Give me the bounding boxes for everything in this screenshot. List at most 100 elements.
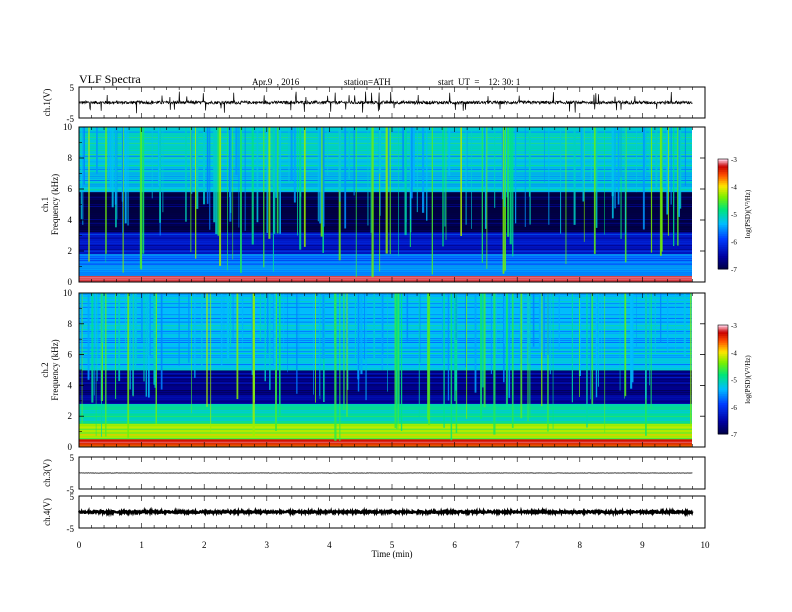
ch2-spectrogram-colorbar-cell (718, 390, 728, 393)
ch2-spectrogram-colorbar-cell (718, 354, 728, 357)
ch2-spectrogram-burst (259, 293, 261, 342)
xaxis-tick-label: 9 (640, 540, 645, 550)
ch2-spectrogram-texture-line (79, 426, 692, 428)
ch1-spectrogram-texture-line (79, 129, 692, 131)
ch1-spectrogram-burst (344, 127, 347, 229)
ch2-spectrogram-burst (400, 293, 403, 431)
ch1-spectrogram-burst (524, 127, 526, 227)
ch1-spectrogram-colorbar-cell (718, 226, 728, 230)
ch2-spectrogram-burst (595, 293, 598, 398)
ch1-spectrogram-burst (661, 127, 663, 188)
ch2-spectrogram-burst (357, 293, 360, 392)
ch2-spectrogram-burst (275, 293, 277, 431)
ch1-spectrogram-burst (673, 127, 675, 246)
ch2-spectrogram-colorbar-cell (718, 325, 728, 328)
ch2-spectrogram-texture-line (79, 349, 692, 351)
ch2-spectrogram-burst (454, 293, 456, 402)
ch1-spectrogram-burst (299, 127, 302, 250)
ch1-spectrogram-burst (678, 127, 680, 217)
ch2-spectrogram-burst (153, 293, 156, 385)
ch2-spectrogram-colorbar-cell (718, 383, 728, 386)
ch1-spectrogram-burst (219, 127, 222, 266)
ch2-spectrogram-burst (93, 293, 95, 396)
ch2-spectrogram-burst (274, 293, 276, 370)
ch1-spectrogram-texture-line (79, 252, 692, 254)
ch1-spectrogram-texture-line (79, 163, 692, 165)
ch1-spectrogram-colorbar-cell (718, 181, 728, 184)
ch2-spectrogram-burst (125, 293, 126, 349)
ch2-spectrogram-colorbar-cell (718, 386, 728, 390)
xaxis-label: Time (min) (372, 549, 413, 559)
ch1-spectrogram-texture-line (79, 220, 692, 222)
ch1-spectrogram-burst (80, 127, 82, 220)
ch1-spectrogram-texture-line (79, 200, 692, 202)
ch2-spectrogram-burst (346, 293, 348, 417)
ch1-spectrogram-texture-line (79, 155, 692, 157)
ch2-spectrogram-texture-line (79, 365, 692, 367)
ch1-spectrogram-texture-line (79, 166, 692, 168)
ch1-spectrogram-burst (327, 127, 329, 176)
ch1-spectrogram-texture-line (79, 243, 692, 245)
ch1-spectrogram-texture-line (79, 176, 692, 178)
ch1-spectrogram-texture-line (79, 274, 692, 276)
ch1-spectrogram-colorbar-cell (718, 199, 728, 202)
date-label: Apr.9 , 2016 (252, 77, 300, 87)
ch2-spectrogram-ytick-label: 4 (68, 380, 73, 390)
ch1-spectrogram-burst (229, 127, 231, 198)
ch2-spectrogram-colorbar-cell (718, 374, 728, 377)
ch2-spectrogram-colorbar-cell (718, 335, 728, 339)
ch2-spectrogram-colorbar-cell (718, 430, 728, 433)
ch1-spectrogram-burst (528, 127, 530, 197)
ch2-spectrogram-burst (601, 293, 603, 359)
ch1-spectrogram-burst (348, 127, 350, 179)
ch1-spectrogram-burst (109, 127, 112, 190)
ch2-spectrogram-burst (364, 293, 365, 360)
ch1-spectrogram-colorbar-cell (718, 265, 728, 268)
ch1-spectrogram-burst (111, 127, 114, 208)
ch2-spectrogram-colorbar-cell (718, 388, 728, 391)
ch1-spectrogram-burst (196, 127, 197, 191)
ch2-spectrogram-colorbar-cell (718, 406, 728, 410)
ch2-spectrogram-burst (586, 293, 588, 428)
ch2-spectrogram-texture-line (79, 399, 692, 401)
ch1-spectrogram-texture-line (79, 259, 692, 261)
ch1-spectrogram-burst (573, 127, 576, 225)
ch1-spectrogram-texture-line (79, 196, 692, 198)
ch1-spectrogram-colorbar-cell (718, 215, 728, 219)
ch2-spectrogram-burst (540, 293, 542, 353)
ch2-spectrogram-burst (96, 293, 98, 382)
ch1-spectrogram-burst (279, 127, 281, 234)
xaxis-tick-label: 8 (578, 540, 583, 550)
ch2-spectrogram-colorbar-tick-label: -7 (731, 431, 737, 439)
ch2-spectrogram-colorbar-cell (718, 379, 728, 382)
xaxis-tick-label: 2 (202, 540, 207, 550)
ch2-spectrogram-texture-line (79, 334, 692, 336)
ch1-spectrogram-colorbar-frame (717, 158, 729, 270)
ch2-spectrogram-burst (690, 293, 692, 427)
ch1-spectrogram-burst (402, 127, 404, 182)
ch2-spectrogram-colorbar-cell (718, 397, 728, 400)
ch1-spectrogram-texture-line (79, 263, 692, 265)
ch2-spectrogram-texture-line (79, 327, 692, 329)
ch1-spectrogram-colorbar-cell (718, 261, 728, 264)
ch1-spectrogram-burst (203, 127, 206, 205)
ch1-spectrogram-texture-line (79, 148, 692, 150)
ch1-spectrogram-burst (273, 127, 275, 233)
ch1-spectrogram-colorbar-cell (718, 223, 728, 226)
ch1-spectrogram-band (79, 254, 692, 276)
ch2-spectrogram-colorbar-cell (718, 361, 728, 364)
ch1-spectrogram-texture-line (79, 139, 692, 140)
ch1-spectrogram-colorbar-cell (718, 203, 728, 206)
ch2-spectrogram-colorbar-cell (718, 328, 728, 331)
ch2-spectrogram-texture-line (79, 360, 692, 362)
ch1-spectrogram-ylabel: Frequency (kHz) (50, 174, 60, 235)
ch1-spectrogram-colorbar-cell (718, 221, 728, 224)
ch2-spectrogram-burst (102, 293, 105, 343)
ch2-spectrogram-burst (660, 293, 662, 343)
ch1-spectrogram-texture-line (79, 278, 692, 280)
ch2-spectrogram-burst (210, 293, 212, 433)
ch2-spectrogram-burst (428, 293, 431, 425)
ch2-spectrogram-burst (521, 293, 524, 340)
ch2-spectrogram-burst (624, 293, 625, 399)
ch1-spectrogram-burst (670, 127, 672, 205)
